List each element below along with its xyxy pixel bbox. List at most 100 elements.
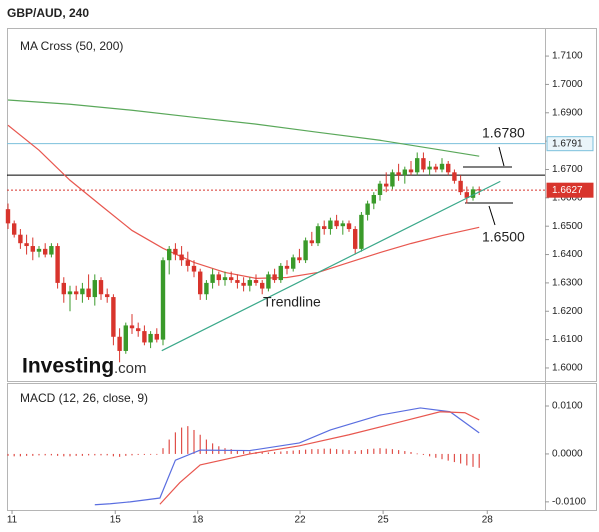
candle-body	[446, 163, 451, 173]
histogram-bar	[422, 453, 425, 455]
histogram-bar	[149, 453, 152, 455]
candle-body	[284, 265, 290, 269]
candle-body	[67, 291, 73, 295]
candle-body	[328, 220, 333, 230]
candle-body	[5, 209, 11, 224]
histogram-bar	[13, 453, 15, 457]
candle-body	[42, 248, 48, 255]
x-tick-label: 25	[378, 515, 390, 526]
candle-body	[458, 180, 463, 193]
y-tick-label: 1.6500	[552, 221, 583, 232]
candle-body	[98, 280, 104, 295]
candle-body	[278, 265, 284, 281]
histogram-bar	[32, 453, 34, 456]
y-tick-label: 1.7000	[552, 79, 583, 90]
candle-body	[266, 274, 271, 289]
candle-body	[408, 169, 414, 173]
histogram-bar	[181, 427, 183, 454]
x-tick-label: 11	[7, 515, 18, 526]
candle-body	[377, 183, 383, 196]
histogram-bar	[236, 450, 239, 454]
candle-body	[322, 226, 327, 230]
histogram-bar	[212, 443, 214, 454]
x-tick-label: 15	[110, 515, 122, 526]
candle-body	[365, 203, 370, 215]
histogram-bar	[367, 449, 369, 454]
histogram-bar	[131, 453, 133, 456]
histogram-bar	[100, 453, 102, 456]
trendline-label: Trendline	[263, 294, 321, 310]
histogram-bar	[87, 453, 90, 456]
candle-body	[390, 172, 395, 187]
histogram-bar	[187, 426, 189, 454]
x-tick-label: 22	[294, 515, 306, 526]
annotation-pointer	[488, 205, 496, 226]
candle-body	[198, 271, 203, 295]
histogram-bar	[453, 453, 456, 463]
histogram-bar	[125, 453, 127, 456]
candle-body	[235, 280, 240, 283]
histogram-bar	[391, 449, 394, 454]
histogram-bar	[94, 453, 96, 456]
macd-title: MACD (12, 26, close, 9)	[20, 391, 148, 405]
candle-body	[260, 282, 265, 289]
y-tick-label: 1.6100	[552, 334, 583, 345]
y-tick-label: 1.6300	[552, 278, 583, 289]
histogram-bar	[360, 450, 363, 454]
x-tick-label: 18	[192, 515, 204, 526]
histogram-bar	[174, 432, 177, 454]
histogram-bar	[63, 453, 65, 457]
candle-body	[340, 223, 346, 227]
histogram-bar	[323, 448, 325, 454]
y-tick-label: 1.6200	[552, 306, 583, 317]
histogram-bar	[19, 453, 21, 457]
y-tick-label: 0.0000	[552, 449, 583, 460]
histogram-bar	[205, 439, 208, 454]
moving-average	[7, 124, 480, 279]
candle-body	[291, 257, 296, 269]
candle-body	[303, 240, 308, 261]
histogram-bar	[286, 451, 288, 454]
histogram-bar	[274, 452, 276, 454]
y-tick-label: 1.6600	[552, 192, 583, 203]
candle-body	[166, 248, 172, 261]
histogram-bar	[429, 453, 431, 457]
candle-body	[73, 291, 79, 295]
histogram-bar	[156, 453, 158, 455]
histogram-bar	[354, 451, 356, 454]
histogram-bar	[478, 453, 480, 468]
chart-title: GBP/AUD, 240	[7, 6, 89, 20]
histogram-bar	[224, 448, 226, 454]
histogram-bar	[373, 448, 375, 454]
candle-body	[334, 220, 339, 227]
histogram-bar	[342, 449, 344, 454]
candle-body	[185, 260, 191, 266]
candle-body	[216, 274, 222, 281]
candle-body	[315, 226, 321, 244]
candle-body	[247, 280, 253, 286]
price-level-label: 1.6791	[552, 138, 583, 149]
moving-average	[7, 99, 480, 157]
candle-body	[272, 274, 277, 281]
candle-body	[297, 257, 302, 261]
candle-body	[148, 333, 153, 343]
histogram-bar	[398, 450, 400, 454]
candle-body	[229, 277, 234, 281]
candle-body	[210, 274, 215, 283]
histogram-bar	[460, 453, 462, 464]
candle-body	[470, 189, 476, 198]
candle-body	[241, 282, 246, 286]
candle-body	[452, 172, 457, 181]
candle-body	[253, 280, 259, 283]
y-tick-label: 1.6700	[552, 164, 583, 175]
histogram-bar	[472, 453, 474, 467]
histogram-bar	[261, 452, 263, 454]
logo-domain: .com	[114, 360, 147, 377]
y-tick-label: 1.7100	[552, 51, 583, 62]
macd-line	[94, 407, 480, 506]
price-level-box	[546, 136, 594, 152]
candle-body	[49, 246, 54, 255]
y-tick-label: 1.6000	[552, 363, 583, 374]
y-tick-label: 1.6900	[552, 107, 583, 118]
